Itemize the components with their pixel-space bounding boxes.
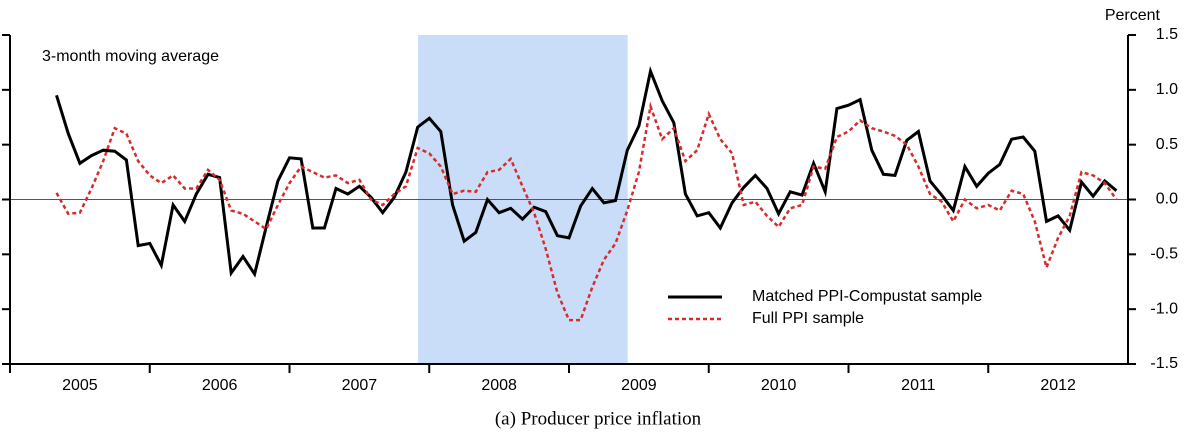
- x-tick-label: 2007: [342, 377, 378, 394]
- caption: (a) Producer price inflation: [495, 408, 702, 429]
- y-tick-label: 0.5: [1156, 136, 1178, 153]
- x-tick-label: 2006: [202, 377, 238, 394]
- y-tick-label: -0.5: [1150, 246, 1178, 263]
- y-tick-label: 0.0: [1156, 191, 1178, 208]
- x-tick-label: 2010: [761, 377, 797, 394]
- x-tick-label: 2005: [62, 377, 98, 394]
- x-tick-label: 2012: [1040, 377, 1076, 394]
- y-axis-label: Percent: [1105, 7, 1161, 24]
- series-line: [55, 101, 1118, 322]
- y-tick-label: -1.5: [1150, 355, 1178, 372]
- annotation: 3-month moving average: [42, 48, 219, 65]
- legend-label: Full PPI sample: [752, 310, 864, 327]
- series-line: [55, 66, 1118, 278]
- y-tick-label: -1.0: [1150, 300, 1178, 317]
- x-tick-label: 2008: [481, 377, 517, 394]
- legend-label: Matched PPI-Compustat sample: [752, 288, 982, 305]
- y-tick-label: 1.5: [1156, 26, 1178, 43]
- y-tick-label: 1.0: [1156, 81, 1178, 98]
- x-tick-label: 2009: [621, 377, 657, 394]
- x-tick-label: 2011: [901, 377, 936, 394]
